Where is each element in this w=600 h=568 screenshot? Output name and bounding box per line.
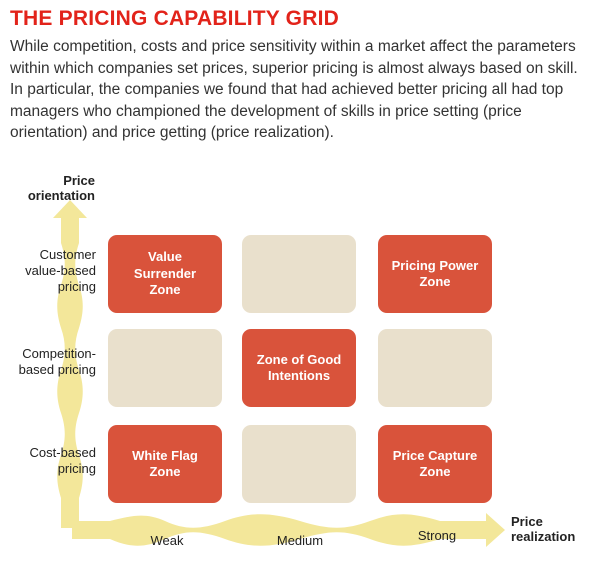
grid-cell-empty [378, 329, 492, 407]
grid-cell-white-flag-zone: White Flag Zone [108, 425, 222, 503]
x-level-label: Strong [417, 528, 457, 543]
y-axis-title: Price orientation [27, 173, 95, 203]
grid-cell-zone-of-good-intentions: Zone of Good Intentions [242, 329, 356, 407]
x-level-label: Medium [276, 533, 324, 548]
intro-paragraph: While competition, costs and price sensi… [10, 38, 578, 141]
y-axis-arrow [53, 200, 87, 528]
grid-cell-pricing-power-zone: Pricing Power Zone [378, 235, 492, 313]
grid-cell-empty [242, 425, 356, 503]
grid-cell-value-surrender-zone: Value Surrender Zone [108, 235, 222, 313]
x-axis-title: Price realization [511, 514, 576, 544]
page-title: THE PRICING CAPABILITY GRID [10, 7, 339, 30]
x-axis-arrow [72, 513, 505, 547]
y-level-label: Cost-based pricing [29, 445, 96, 476]
y-level-label: Competition-based pricing [18, 346, 96, 377]
x-level-label: Weak [150, 533, 184, 548]
y-level-label: Customer value-based pricing [25, 247, 96, 294]
grid-cell-price-capture-zone: Price Capture Zone [378, 425, 492, 503]
grid-cell-empty [108, 329, 222, 407]
grid-cell-empty [242, 235, 356, 313]
